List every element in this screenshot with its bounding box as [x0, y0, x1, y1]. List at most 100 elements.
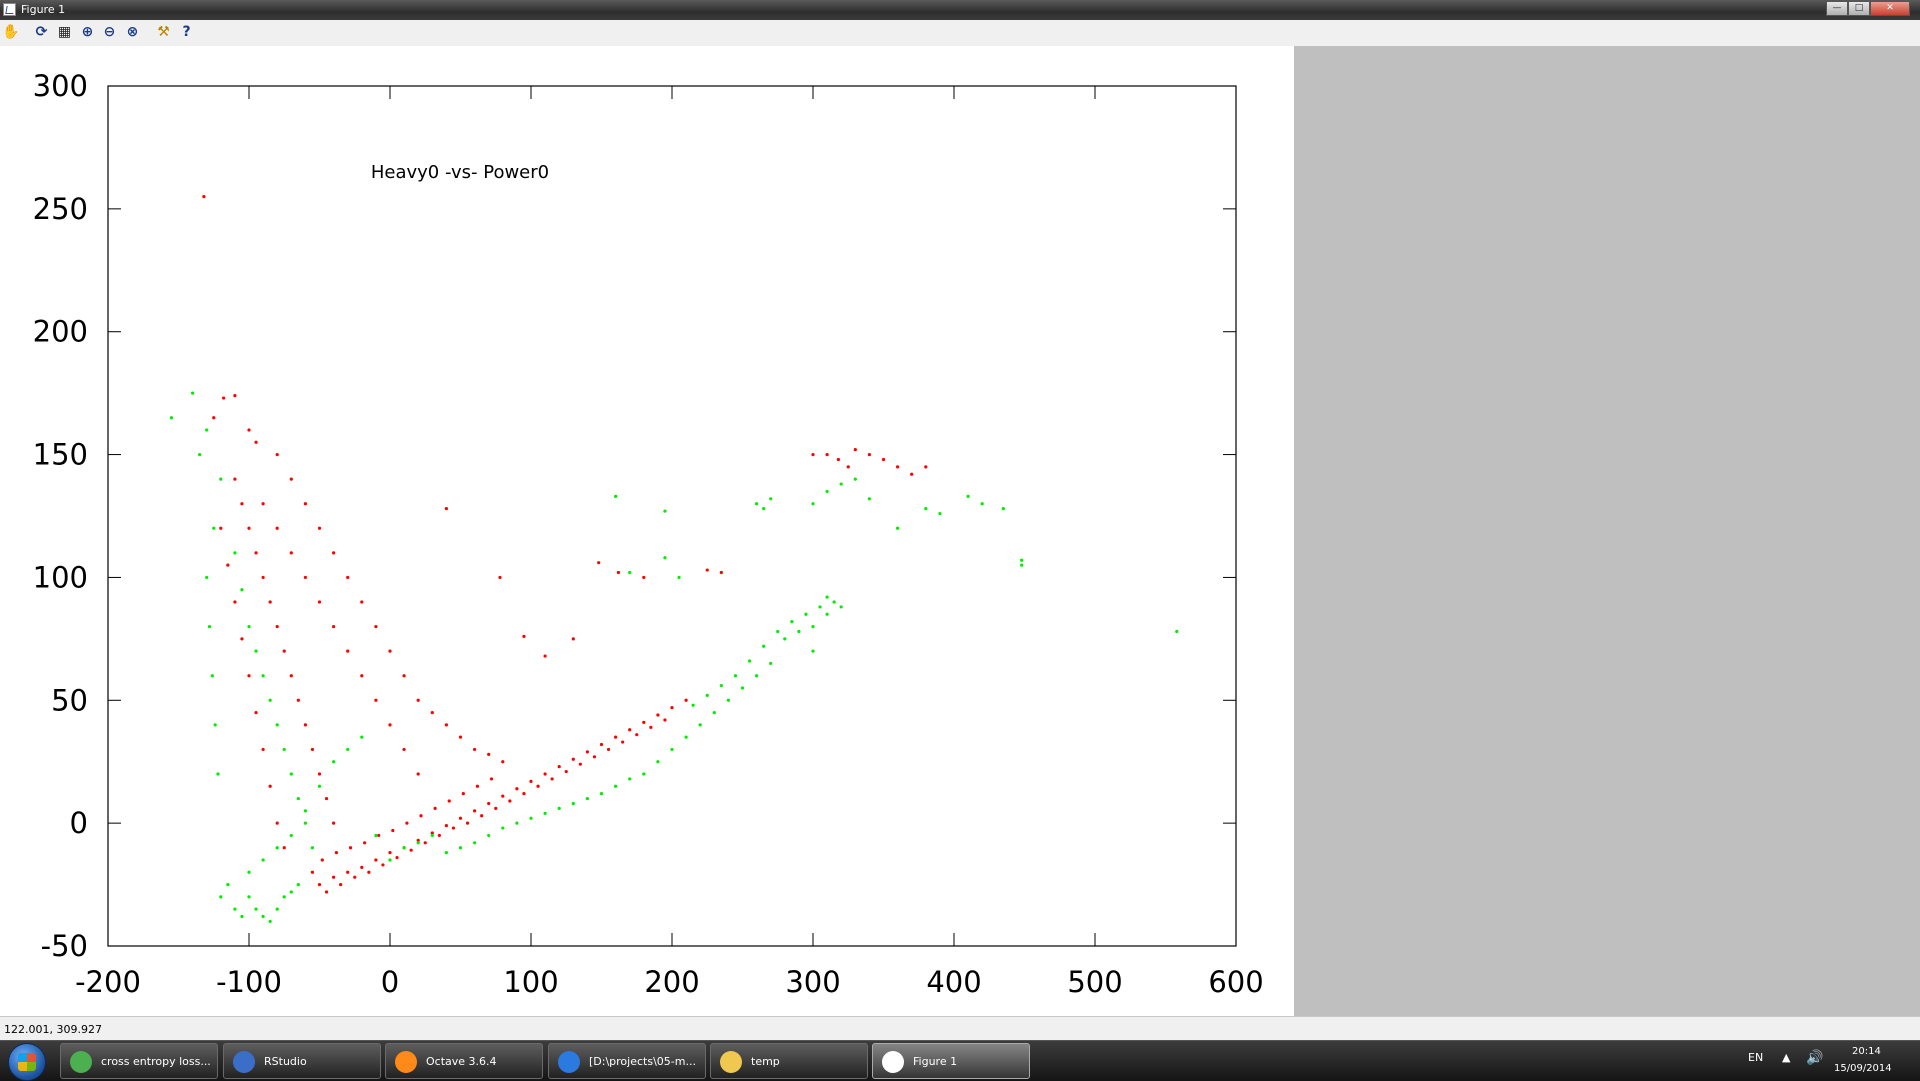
- grid-icon[interactable]: ▦: [57, 24, 72, 40]
- data-point: [275, 907, 279, 911]
- title-bar: Figure 1 — □ ✕: [0, 0, 1920, 20]
- data-point: [261, 747, 265, 752]
- data-point: [317, 882, 322, 887]
- data-point: [599, 792, 604, 796]
- figure-icon: [882, 1051, 904, 1073]
- data-point: [447, 799, 451, 803]
- taskbar-item[interactable]: RStudio: [223, 1043, 381, 1079]
- data-point: [896, 465, 900, 469]
- y-tick-label: 100: [33, 560, 88, 594]
- data-point: [494, 806, 498, 811]
- data-point: [458, 816, 463, 820]
- data-point: [405, 821, 409, 825]
- data-point: [374, 624, 378, 629]
- close-button[interactable]: ✕: [1870, 1, 1910, 16]
- taskbar-item[interactable]: Figure 1: [872, 1043, 1030, 1079]
- data-point: [642, 772, 646, 776]
- data-point: [656, 713, 660, 717]
- data-point: [324, 796, 329, 801]
- data-point: [240, 914, 244, 919]
- data-point: [980, 502, 984, 506]
- data-point: [621, 740, 625, 744]
- zoom-out-icon[interactable]: ⊖: [103, 24, 116, 40]
- data-point: [317, 772, 322, 776]
- show-hidden-icons-icon[interactable]: ▲: [1782, 1051, 1791, 1064]
- taskbar-item[interactable]: temp: [710, 1043, 868, 1079]
- data-point: [226, 882, 230, 887]
- data-point: [233, 477, 237, 481]
- data-point: [282, 747, 286, 752]
- data-point: [388, 723, 392, 727]
- data-point: [282, 846, 286, 850]
- rotate-icon[interactable]: ⟳: [35, 24, 48, 40]
- data-point: [825, 489, 829, 494]
- pan-icon[interactable]: ✋: [2, 24, 20, 40]
- data-point: [202, 194, 206, 199]
- taskbar-item[interactable]: cross entropy loss...: [60, 1043, 218, 1079]
- data-point: [663, 509, 667, 513]
- y-tick-label: 0: [70, 806, 88, 840]
- data-point: [811, 624, 815, 629]
- data-point: [346, 575, 350, 580]
- taskbar-item[interactable]: Octave 3.6.4: [385, 1043, 543, 1079]
- language-indicator[interactable]: EN: [1748, 1051, 1764, 1064]
- data-point: [433, 806, 437, 811]
- data-point: [726, 698, 731, 702]
- data-point: [268, 784, 272, 788]
- data-point: [804, 612, 808, 616]
- data-point: [395, 855, 399, 860]
- start-button[interactable]: [8, 1043, 46, 1081]
- data-point: [712, 710, 716, 715]
- data-point: [233, 394, 237, 398]
- taskbar: cross entropy loss... RStudio Octave 3.6.4…: [0, 1040, 1920, 1081]
- data-point: [684, 698, 688, 702]
- data-point: [585, 796, 590, 801]
- data-point: [487, 801, 491, 806]
- x-tick-label: 100: [503, 965, 558, 999]
- plot-frame: [107, 85, 1237, 947]
- data-point: [339, 882, 343, 887]
- data-point: [543, 772, 547, 776]
- data-point: [769, 497, 773, 501]
- y-tick-label: 150: [33, 438, 88, 472]
- clock-date[interactable]: 15/09/2014: [1834, 1063, 1892, 1074]
- data-point: [381, 863, 385, 867]
- data-point: [275, 452, 279, 457]
- data-point: [303, 575, 307, 580]
- data-point: [210, 674, 214, 678]
- zoom-box-icon[interactable]: ⊗: [126, 24, 139, 40]
- x-tick-label: 500: [1067, 965, 1122, 999]
- data-point: [219, 895, 223, 899]
- data-point: [332, 821, 336, 825]
- settings-icon[interactable]: ⚒: [157, 24, 170, 40]
- data-point: [473, 747, 477, 752]
- zoom-in-icon[interactable]: ⊕: [81, 24, 94, 40]
- help-icon[interactable]: ?: [182, 24, 191, 40]
- data-point: [282, 895, 286, 899]
- x-tick-label: 0: [381, 965, 399, 999]
- clock-time[interactable]: 20:14: [1852, 1046, 1881, 1057]
- data-point: [416, 698, 420, 702]
- data-point: [733, 674, 738, 678]
- data-point: [451, 826, 456, 830]
- data-point: [614, 494, 618, 498]
- data-point: [247, 870, 251, 874]
- data-point: [444, 723, 448, 727]
- data-point: [628, 728, 632, 732]
- plot-area[interactable]: -200 -100 0 100 200 300 400 500 600 -50 0 50 100 150 2…: [0, 46, 1294, 1016]
- minimize-button[interactable]: —: [1826, 1, 1848, 16]
- maximize-button[interactable]: □: [1848, 1, 1870, 16]
- data-point: [755, 674, 759, 678]
- data-point: [296, 796, 300, 801]
- data-point: [769, 661, 773, 666]
- data-point: [320, 858, 324, 862]
- data-point: [254, 440, 258, 444]
- data-point: [416, 841, 420, 845]
- rstudio-icon: [233, 1051, 255, 1073]
- volume-icon[interactable]: 🔊: [1806, 1050, 1824, 1066]
- taskbar-item[interactable]: [D:\projects\05-m...: [548, 1043, 706, 1079]
- data-point: [747, 659, 752, 663]
- data-point: [444, 824, 448, 828]
- data-point: [839, 482, 843, 486]
- data-point: [564, 769, 568, 774]
